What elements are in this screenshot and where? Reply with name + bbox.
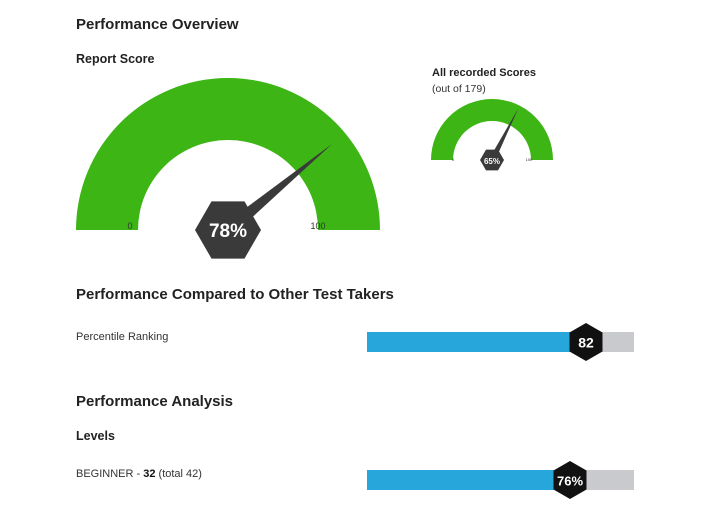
mini-gauge-max-label: 100 — [526, 157, 533, 162]
level-name: BEGINNER - — [76, 468, 144, 480]
performance-overview-title: Performance Overview — [76, 16, 239, 33]
gauge-value-badge — [195, 201, 261, 259]
level-value-text: 76% — [557, 474, 583, 489]
percentile-value-text: 82 — [578, 335, 594, 351]
level-total: (total 42) — [155, 468, 202, 480]
mini-gauge-value-badge — [480, 149, 504, 171]
gauge-value-text: 78% — [209, 221, 247, 242]
performance-analysis-title: Performance Analysis — [76, 393, 234, 410]
gauge-max-label: 100 — [310, 221, 325, 231]
mini-gauge-min-label: 0 — [452, 157, 455, 162]
mini-gauge-arc — [431, 99, 553, 160]
level-bar-track — [367, 470, 634, 490]
report-score-gauge: 0 100 78% — [76, 78, 380, 259]
level-value-badge: 76% — [553, 461, 587, 499]
percentile-ranking-label: Percentile Ranking — [76, 331, 169, 343]
gauge-min-label: 0 — [127, 221, 132, 231]
percentile-value-badge: 82 — [569, 323, 603, 361]
level-score: 32 — [143, 468, 156, 480]
gauge-arc — [76, 78, 380, 230]
comparison-title: Performance Compared to Other Test Taker… — [76, 286, 394, 303]
level-bar-fill — [367, 470, 570, 490]
report-score-label: Report Score — [76, 52, 155, 66]
all-scores-title: All recorded Scores — [432, 67, 536, 79]
percentile-bar-track — [367, 332, 634, 352]
mini-gauge-needle — [489, 108, 519, 162]
all-scores-gauge: 0 100 65% — [431, 99, 553, 171]
mini-gauge-value-text: 65% — [484, 157, 500, 166]
percentile-bar-fill — [367, 332, 586, 352]
all-scores-count: (out of 179) — [432, 83, 486, 95]
level-row-label: BEGINNER - 32 (total 42) — [76, 468, 202, 480]
levels-label: Levels — [76, 429, 115, 443]
